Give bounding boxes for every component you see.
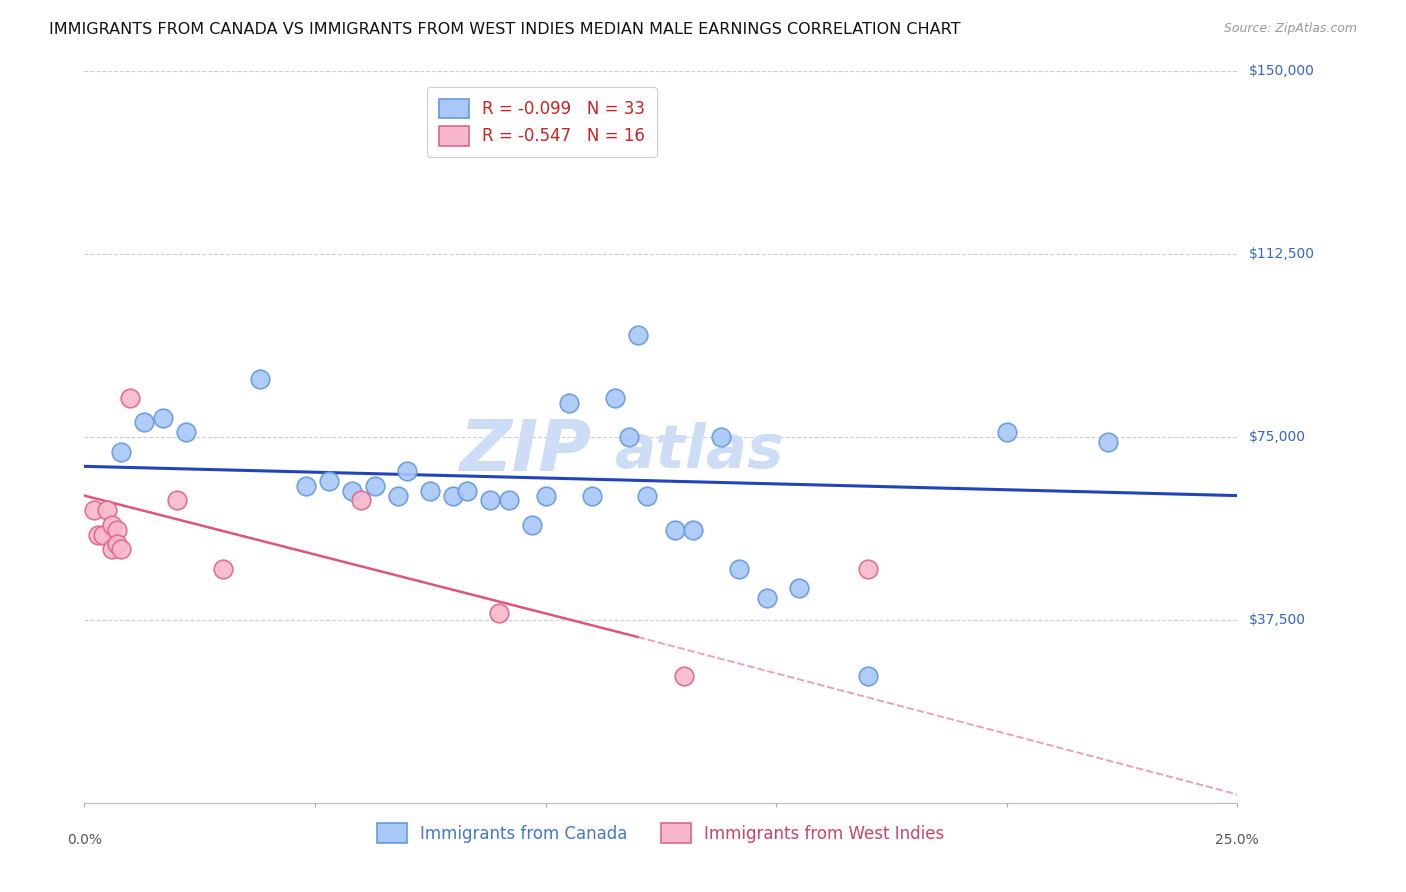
Point	[557, 396, 579, 410]
Point	[152, 410, 174, 425]
Point	[166, 493, 188, 508]
Point	[603, 391, 626, 405]
Point	[498, 493, 520, 508]
Point	[294, 479, 316, 493]
Point	[83, 503, 105, 517]
Point	[174, 425, 197, 440]
Point	[120, 391, 142, 405]
Point	[105, 537, 128, 551]
Point	[105, 523, 128, 537]
Point	[479, 493, 502, 508]
Point	[101, 517, 124, 532]
Point	[682, 523, 704, 537]
Point	[728, 562, 751, 576]
Point	[318, 474, 340, 488]
Point	[581, 489, 603, 503]
Point	[672, 669, 695, 683]
Point	[858, 669, 880, 683]
Text: $37,500: $37,500	[1249, 613, 1305, 627]
Point	[387, 489, 409, 503]
Point	[87, 527, 110, 541]
Point	[617, 430, 640, 444]
Point	[710, 430, 733, 444]
Point	[1097, 434, 1119, 449]
Text: $112,500: $112,500	[1249, 247, 1315, 261]
Point	[456, 483, 478, 498]
Point	[664, 523, 686, 537]
Point	[91, 527, 114, 541]
Text: $75,000: $75,000	[1249, 430, 1305, 444]
Text: atlas: atlas	[614, 422, 785, 481]
Text: Source: ZipAtlas.com: Source: ZipAtlas.com	[1223, 22, 1357, 36]
Point	[396, 464, 419, 478]
Point	[995, 425, 1018, 440]
Point	[350, 493, 373, 508]
Legend: Immigrants from Canada, Immigrants from West Indies: Immigrants from Canada, Immigrants from …	[370, 817, 952, 849]
Point	[787, 581, 810, 595]
Point	[488, 606, 510, 620]
Point	[249, 371, 271, 385]
Point	[110, 542, 132, 557]
Point	[419, 483, 441, 498]
Text: $150,000: $150,000	[1249, 64, 1315, 78]
Point	[627, 327, 650, 342]
Point	[101, 542, 124, 557]
Point	[96, 503, 118, 517]
Point	[134, 416, 156, 430]
Point	[636, 489, 658, 503]
Text: ZIP: ZIP	[460, 417, 592, 486]
Point	[534, 489, 557, 503]
Point	[858, 562, 880, 576]
Point	[520, 517, 543, 532]
Point	[340, 483, 363, 498]
Text: IMMIGRANTS FROM CANADA VS IMMIGRANTS FROM WEST INDIES MEDIAN MALE EARNINGS CORRE: IMMIGRANTS FROM CANADA VS IMMIGRANTS FRO…	[49, 22, 960, 37]
Text: 0.0%: 0.0%	[67, 833, 101, 847]
Text: 25.0%: 25.0%	[1215, 833, 1260, 847]
Point	[110, 444, 132, 458]
Point	[441, 489, 464, 503]
Point	[364, 479, 387, 493]
Point	[755, 591, 778, 605]
Point	[211, 562, 233, 576]
